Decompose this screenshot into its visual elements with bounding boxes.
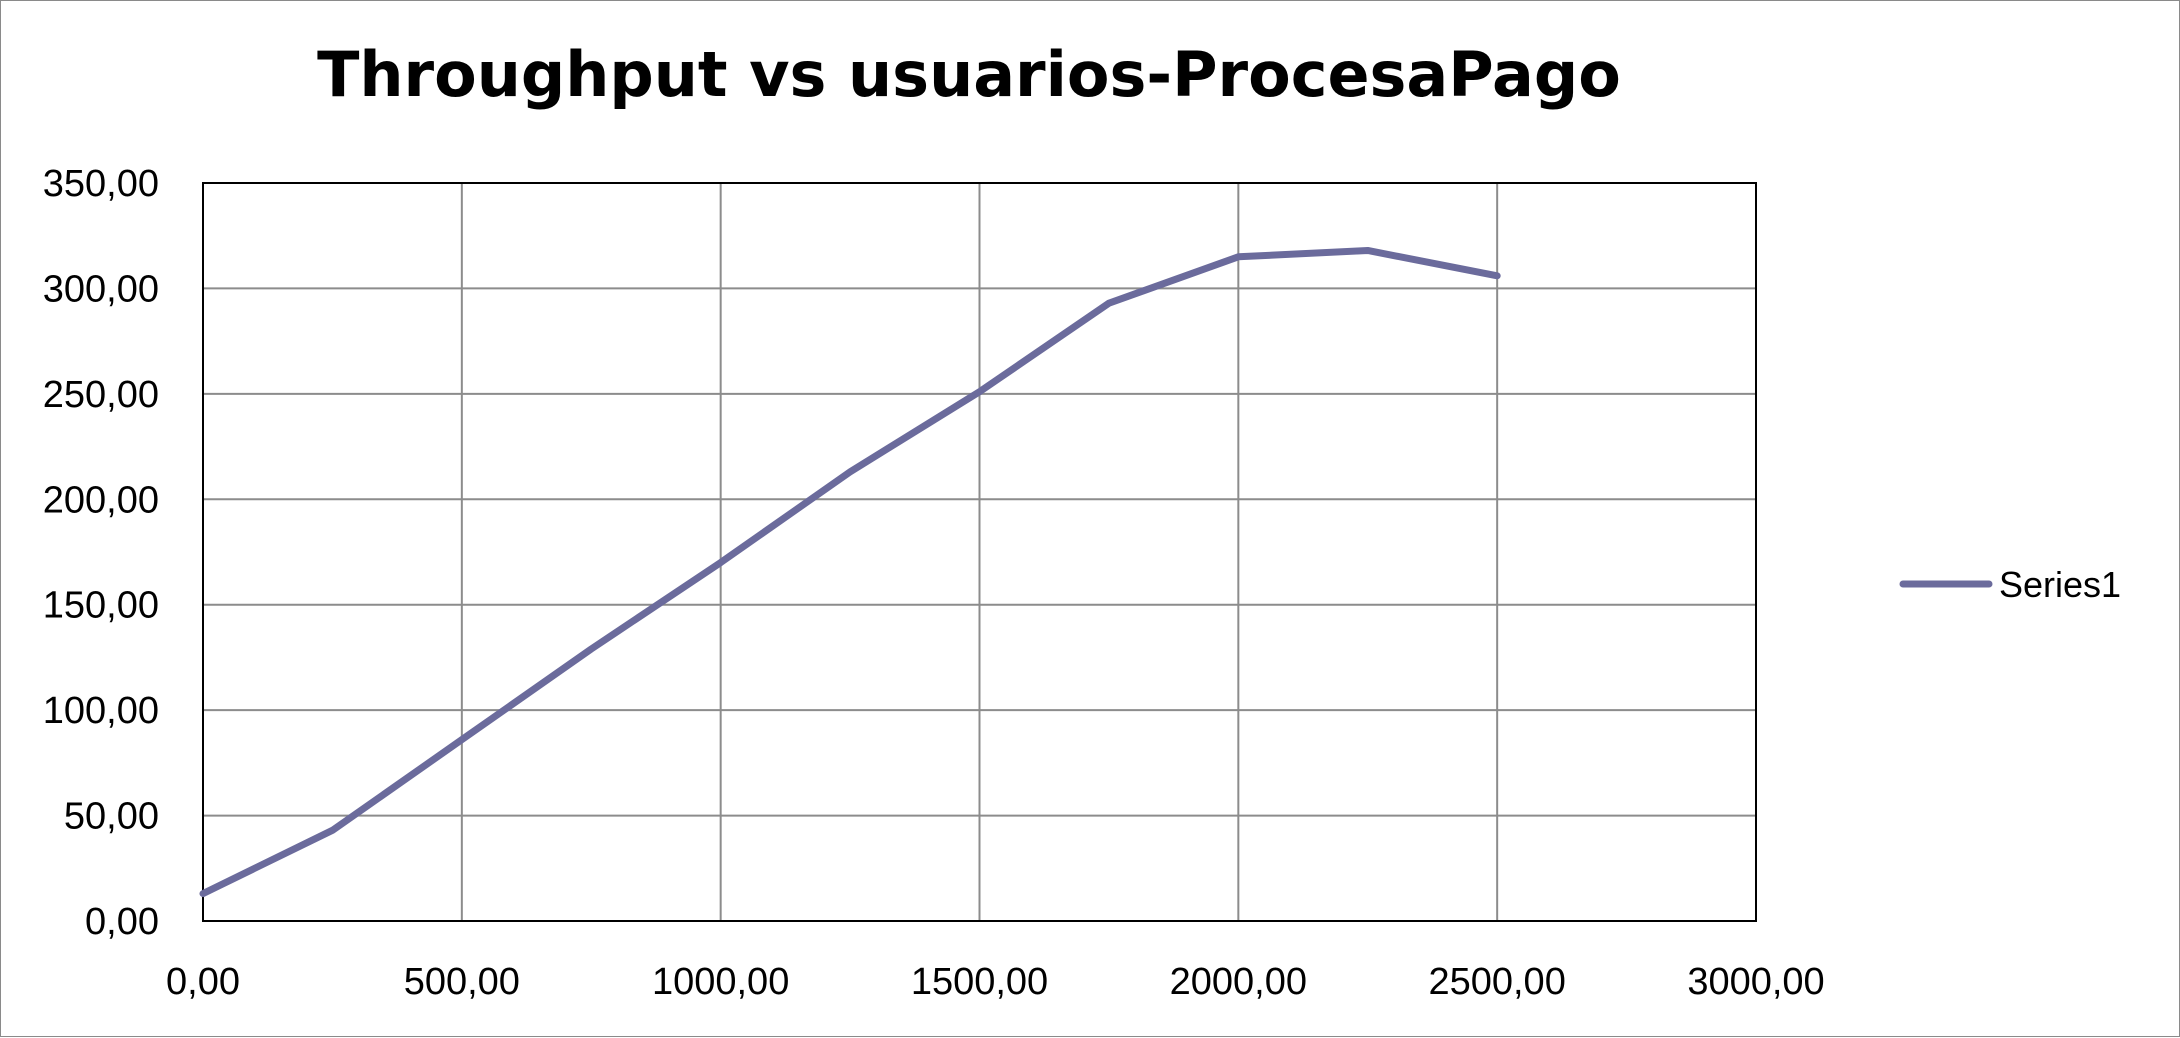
x-tick-label: 1000,00 (652, 961, 789, 1003)
y-axis-ticks: 0,00 50,00 100,00 150,00 200,00 250,00 300,00 3… (43, 163, 159, 943)
y-tick-label: 0,00 (85, 901, 159, 943)
x-tick-label: 2000,00 (1170, 961, 1307, 1003)
legend-label: Series1 (1999, 564, 2121, 605)
x-tick-label: 500,00 (404, 961, 520, 1003)
y-tick-label: 100,00 (43, 690, 159, 732)
y-tick-label: 200,00 (43, 479, 159, 521)
series-line-0 (199, 246, 1501, 898)
legend: Series1 (1899, 564, 2121, 605)
x-tick-label: 2500,00 (1428, 961, 1565, 1003)
grid-lines (202, 182, 1757, 922)
plot-area (202, 182, 1757, 922)
x-tick-label: 0,00 (166, 961, 240, 1003)
x-tick-label: 1500,00 (911, 961, 1048, 1003)
x-tick-label: 3000,00 (1687, 961, 1824, 1003)
x-axis-ticks: 0,00 500,00 1000,00 1500,00 2000,00 2500,00 30… (166, 961, 1825, 1003)
y-tick-label: 50,00 (64, 796, 159, 838)
y-tick-label: 250,00 (43, 374, 159, 416)
y-tick-label: 150,00 (43, 585, 159, 627)
y-tick-label: 300,00 (43, 268, 159, 310)
chart-title: Throughput vs usuarios-ProcesaPago (317, 38, 1621, 111)
y-tick-label: 350,00 (43, 163, 159, 205)
series-layer (199, 246, 1501, 898)
